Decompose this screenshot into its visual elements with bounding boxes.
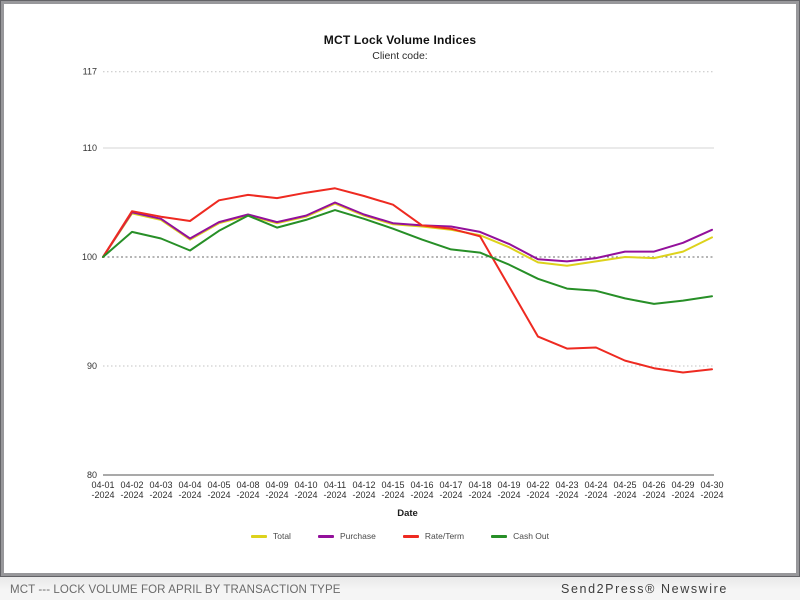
legend-item-cash-out: Cash Out (491, 531, 549, 541)
x-tick-label: 04-03 (149, 480, 172, 490)
legend-item-purchase: Purchase (317, 531, 376, 541)
legend-swatch-icon (250, 534, 267, 538)
x-tick-label: 04-04 (178, 480, 201, 490)
x-tick-label-year: -2024 (120, 490, 143, 500)
chart-title: MCT Lock Volume Indices (323, 33, 477, 47)
chart-canvas: MCT Lock Volume Indices Client code: 117… (4, 4, 796, 573)
x-tick-label: 04-22 (526, 480, 549, 490)
x-tick-label: 04-18 (468, 480, 491, 490)
x-tick-label-year: -2024 (178, 490, 201, 500)
legend-swatch-icon (402, 534, 419, 538)
x-tick-label: 04-05 (207, 480, 230, 490)
x-tick-label-year: -2024 (352, 490, 375, 500)
chart-frame: MCT Lock Volume Indices Client code: 117… (0, 0, 800, 577)
x-tick-label-year: -2024 (700, 490, 723, 500)
x-tick-label: 04-23 (555, 480, 578, 490)
legend: Total Purchase Rate/Term Cash Out (4, 531, 796, 541)
legend-item-rate-term: Rate/Term (402, 531, 465, 541)
legend-label: Purchase (339, 531, 376, 541)
series-line-cash-out (102, 209, 713, 305)
x-tick-label: 04-30 (700, 480, 723, 490)
x-tick-label: 04-09 (265, 480, 288, 490)
x-tick-label: 04-17 (439, 480, 462, 490)
x-tick-label: 04-26 (642, 480, 665, 490)
x-tick-label-year: -2024 (439, 490, 462, 500)
x-tick-label-year: -2024 (584, 490, 607, 500)
legend-swatch-icon (317, 534, 334, 538)
series-line-rate-term (102, 187, 713, 374)
x-tick-label: 04-16 (410, 480, 433, 490)
series-line-purchase (102, 201, 713, 263)
newswire-brand: Send2Press® Newswire (561, 581, 728, 596)
x-tick-label-year: -2024 (381, 490, 404, 500)
x-tick-label-year: -2024 (207, 490, 230, 500)
x-tick-label-year: -2024 (642, 490, 665, 500)
legend-label: Total (272, 531, 291, 541)
legend-label: Cash Out (513, 531, 549, 541)
x-tick-label: 04-11 (324, 480, 346, 490)
y-tick-label: 80 (87, 470, 97, 480)
y-tick-label: 117 (83, 67, 97, 77)
x-tick-label-year: -2024 (671, 490, 694, 500)
x-tick-label: 04-19 (497, 480, 520, 490)
caption-bar: MCT --- LOCK VOLUME FOR APRIL BY TRANSAC… (0, 577, 800, 600)
y-tick-label: 100 (82, 252, 97, 262)
x-tick-label-year: -2024 (236, 490, 259, 500)
caption-text: MCT --- LOCK VOLUME FOR APRIL BY TRANSAC… (10, 581, 341, 596)
x-tick-label: 04-25 (613, 480, 636, 490)
x-tick-label-year: -2024 (468, 490, 491, 500)
legend-label: Rate/Term (424, 531, 465, 541)
x-tick-label: 04-29 (671, 480, 694, 490)
x-tick-label-year: -2024 (613, 490, 636, 500)
x-tick-label: 04-15 (381, 480, 404, 490)
x-tick-label-year: -2024 (497, 490, 520, 500)
x-tick-label-year: -2024 (526, 490, 549, 500)
legend-swatch-icon (491, 534, 508, 538)
y-tick-label: 90 (87, 361, 97, 371)
x-axis-title: Date (397, 508, 418, 519)
x-tick-label: 04-08 (236, 480, 259, 490)
x-tick-label-year: -2024 (91, 490, 114, 500)
chart-subtitle: Client code: (372, 50, 428, 62)
x-tick-label: 04-12 (352, 480, 375, 490)
x-tick-label-year: -2024 (410, 490, 433, 500)
x-tick-label: 04-01 (91, 480, 114, 490)
x-tick-label-year: -2024 (323, 490, 346, 500)
x-tick-label: 04-02 (120, 480, 143, 490)
x-tick-label-year: -2024 (149, 490, 172, 500)
x-tick-label-year: -2024 (265, 490, 288, 500)
x-tick-label-year: -2024 (294, 490, 317, 500)
x-tick-label: 04-10 (294, 480, 317, 490)
y-tick-label: 110 (83, 143, 97, 153)
plot-svg: 117110100908004-01-202404-02-202404-03-2… (82, 67, 724, 519)
x-tick-label: 04-24 (584, 480, 607, 490)
legend-item-total: Total (250, 531, 291, 541)
x-tick-label-year: -2024 (555, 490, 578, 500)
